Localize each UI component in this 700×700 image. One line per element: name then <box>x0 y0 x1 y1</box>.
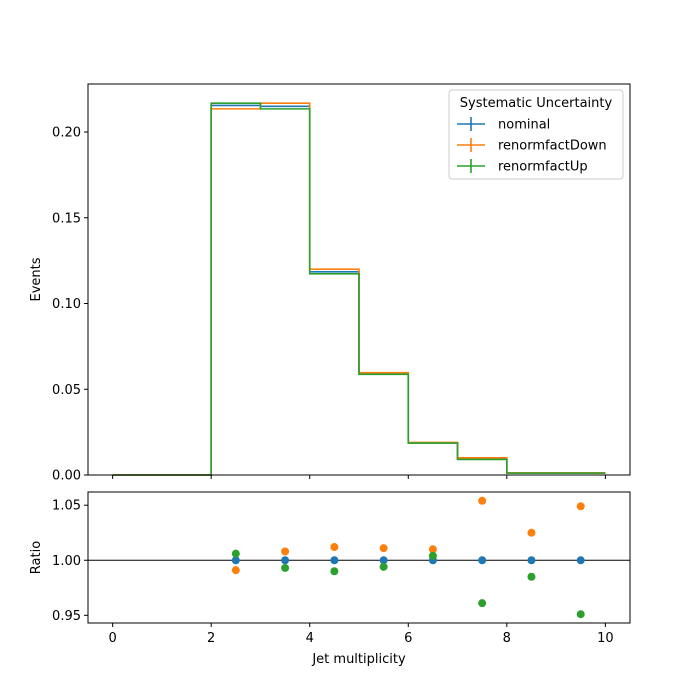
histogram-series-group <box>112 102 606 476</box>
ratio-point-renormfactDown <box>527 528 536 537</box>
ratio-point-renormfactDown <box>231 566 240 575</box>
ratio-point-renormfactDown <box>478 496 487 505</box>
x-tick-label: 8 <box>503 631 511 646</box>
ratio-point-renormfactUp <box>576 610 585 619</box>
y-tick-label: 0.15 <box>52 211 81 226</box>
ratio-point-renormfactUp <box>330 567 339 576</box>
x-tick-label: 10 <box>597 631 614 646</box>
ratio-axis-ticks: 0.95 1.00 1.05 0 2 4 6 8 10 <box>52 499 614 646</box>
ratio-point-nominal <box>379 556 388 565</box>
ratio-plot-frame <box>87 491 631 624</box>
ratio-point-renormfactUp <box>231 549 240 558</box>
ratio-point-nominal <box>576 556 585 565</box>
ratio-axis-label: Ratio <box>29 541 44 574</box>
events-axis-label: Events <box>29 257 44 301</box>
ratio-point-renormfactDown <box>428 545 437 554</box>
histogram-line-renormfactUp <box>112 102 606 476</box>
legend-label-renormfactDown: renormfactDown <box>498 139 607 154</box>
ratio-point-nominal <box>231 556 240 565</box>
ratio-point-renormfactUp <box>379 562 388 571</box>
main-axis-ticks: 0.00 0.05 0.10 0.15 0.20 <box>52 126 606 484</box>
legend-title: Systematic Uncertainty <box>460 96 613 111</box>
ratio-points-group <box>231 496 585 619</box>
y-tick-label: 0.05 <box>52 383 81 398</box>
ratio-point-nominal <box>330 556 339 565</box>
legend-box <box>448 89 624 180</box>
ratio-point-renormfactDown <box>576 502 585 511</box>
ratio-point-renormfactDown <box>281 547 290 556</box>
ratio-point-renormfactUp <box>428 551 437 560</box>
legend-items: nominal renormfactDown renormfactUp <box>457 117 607 175</box>
ratio-point-nominal <box>281 556 290 565</box>
y-tick-label: 0.20 <box>52 126 81 141</box>
x-tick-label: 2 <box>207 631 215 646</box>
main-histogram-panel: 0.00 0.05 0.10 0.15 0.20 Events Systematic U… <box>29 83 631 484</box>
ratio-point-renormfactUp <box>478 599 487 608</box>
x-tick-label: 6 <box>404 631 412 646</box>
ratio-point-renormfactDown <box>330 543 339 552</box>
main-plot-frame <box>87 83 631 476</box>
legend: Systematic Uncertainty nominal renormfact… <box>448 89 624 180</box>
legend-label-nominal: nominal <box>498 118 550 133</box>
ratio-y-tick-label: 1.05 <box>52 499 81 514</box>
ratio-panel: 0.95 1.00 1.05 0 2 4 6 8 10 Ratio Jet multiplici… <box>29 491 631 667</box>
y-tick-label: 0.00 <box>52 469 81 484</box>
legend-label-renormfactUp: renormfactUp <box>498 160 588 175</box>
x-tick-label: 0 <box>108 631 116 646</box>
ratio-point-nominal <box>527 556 536 565</box>
y-tick-label: 0.10 <box>52 297 81 312</box>
jet-multiplicity-axis-label: Jet multiplicity <box>311 652 406 667</box>
ratio-point-nominal <box>478 556 487 565</box>
ratio-point-renormfactDown <box>379 544 388 553</box>
ratio-y-tick-label: 0.95 <box>52 609 81 624</box>
ratio-point-renormfactUp <box>527 572 536 581</box>
ratio-y-tick-label: 1.00 <box>52 554 81 569</box>
ratio-point-renormfactUp <box>281 563 290 572</box>
x-tick-label: 4 <box>306 631 314 646</box>
